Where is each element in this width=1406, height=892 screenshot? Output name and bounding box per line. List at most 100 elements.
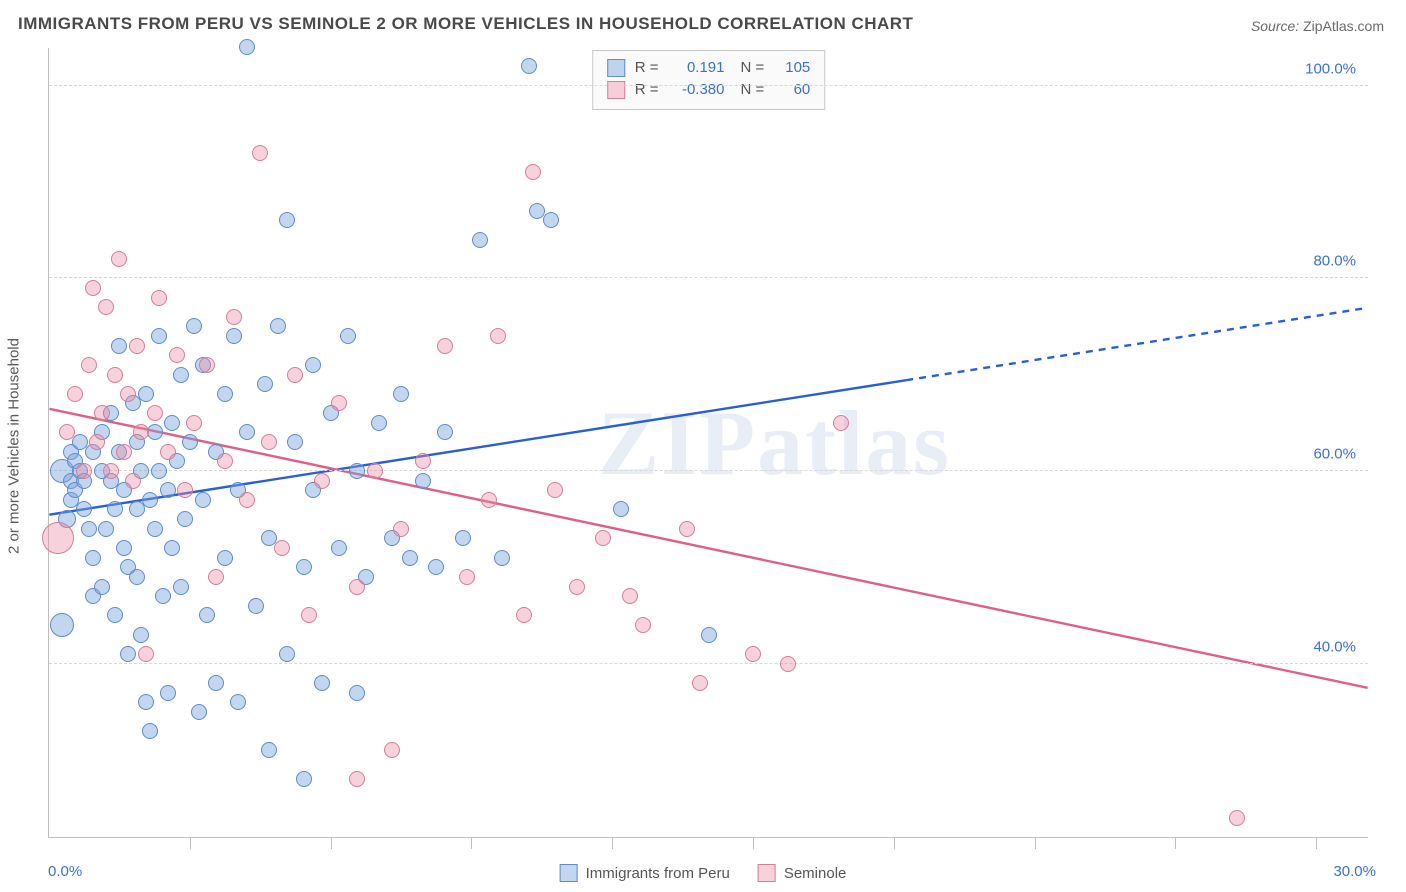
x-tick [612, 837, 613, 849]
scatter-point-peru [415, 473, 431, 489]
scatter-point-peru [296, 771, 312, 787]
scatter-point-seminole [120, 386, 136, 402]
scatter-point-peru [107, 607, 123, 623]
scatter-point-seminole [745, 646, 761, 662]
scatter-point-peru [98, 521, 114, 537]
scatter-point-peru [138, 386, 154, 402]
trend-lines-layer [49, 48, 1368, 837]
scatter-point-peru [226, 328, 242, 344]
legend-label-seminole: Seminole [784, 865, 847, 882]
source-label: Source: [1251, 18, 1299, 34]
scatter-point-peru [349, 685, 365, 701]
scatter-point-peru [120, 646, 136, 662]
scatter-point-peru [142, 492, 158, 508]
x-tick [1035, 837, 1036, 849]
scatter-point-seminole [138, 646, 154, 662]
scatter-point-seminole [103, 463, 119, 479]
scatter-point-seminole [199, 357, 215, 373]
stats-legend-box: R =0.191N =105R =-0.380N =60 [592, 50, 826, 110]
y-tick-label: 100.0% [1303, 60, 1358, 77]
scatter-point-seminole [331, 395, 347, 411]
source-value: ZipAtlas.com [1303, 18, 1384, 34]
x-tick [1175, 837, 1176, 849]
scatter-point-peru [279, 646, 295, 662]
scatter-point-peru [521, 58, 537, 74]
stats-row-peru: R =0.191N =105 [607, 57, 811, 79]
scatter-point-peru [116, 540, 132, 556]
scatter-point-seminole [67, 386, 83, 402]
scatter-point-peru [296, 559, 312, 575]
scatter-point-seminole [490, 328, 506, 344]
scatter-point-seminole [147, 405, 163, 421]
x-tick [471, 837, 472, 849]
scatter-point-seminole [459, 569, 475, 585]
y-axis-title: 2 or more Vehicles in Household [6, 338, 23, 554]
scatter-point-seminole [169, 347, 185, 363]
scatter-point-seminole [349, 771, 365, 787]
scatter-point-peru [217, 386, 233, 402]
scatter-point-seminole [129, 338, 145, 354]
scatter-point-seminole [81, 357, 97, 373]
scatter-point-peru [428, 559, 444, 575]
scatter-point-peru [701, 627, 717, 643]
scatter-point-seminole [239, 492, 255, 508]
x-tick [894, 837, 895, 849]
scatter-point-seminole [692, 675, 708, 691]
plot-area: ZIPatlas R =0.191N =105R =-0.380N =60 40… [48, 48, 1368, 838]
scatter-point-seminole [217, 453, 233, 469]
stats-r-label: R = [635, 79, 659, 101]
scatter-point-peru [402, 550, 418, 566]
scatter-point-seminole [42, 522, 74, 554]
scatter-point-peru [261, 742, 277, 758]
scatter-point-seminole [547, 482, 563, 498]
scatter-point-seminole [384, 742, 400, 758]
scatter-point-peru [239, 39, 255, 55]
scatter-point-seminole [415, 453, 431, 469]
scatter-point-peru [151, 463, 167, 479]
scatter-point-peru [239, 424, 255, 440]
scatter-point-peru [85, 550, 101, 566]
stats-n-label: N = [741, 79, 765, 101]
scatter-point-peru [199, 607, 215, 623]
stats-row-seminole: R =-0.380N =60 [607, 79, 811, 101]
legend-item-seminole: Seminole [758, 864, 847, 882]
scatter-point-peru [314, 675, 330, 691]
scatter-point-seminole [780, 656, 796, 672]
scatter-point-seminole [301, 607, 317, 623]
scatter-point-seminole [133, 424, 149, 440]
scatter-point-peru [142, 723, 158, 739]
scatter-point-seminole [516, 607, 532, 623]
scatter-point-peru [305, 357, 321, 373]
scatter-point-seminole [160, 444, 176, 460]
scatter-point-seminole [481, 492, 497, 508]
legend-swatch-seminole [758, 864, 776, 882]
scatter-point-seminole [89, 434, 105, 450]
stats-n-label: N = [741, 57, 765, 79]
scatter-point-peru [151, 328, 167, 344]
scatter-point-peru [164, 540, 180, 556]
y-tick-label: 40.0% [1311, 638, 1358, 655]
scatter-point-seminole [252, 145, 268, 161]
scatter-point-peru [195, 492, 211, 508]
x-tick [1316, 837, 1317, 849]
scatter-point-seminole [274, 540, 290, 556]
stats-r-value: 0.191 [669, 57, 725, 79]
scatter-point-seminole [314, 473, 330, 489]
scatter-point-seminole [525, 164, 541, 180]
scatter-point-seminole [125, 473, 141, 489]
scatter-point-seminole [177, 482, 193, 498]
scatter-point-peru [371, 415, 387, 431]
scatter-point-peru [177, 511, 193, 527]
scatter-point-seminole [679, 521, 695, 537]
scatter-point-seminole [833, 415, 849, 431]
scatter-point-peru [147, 521, 163, 537]
scatter-point-seminole [635, 617, 651, 633]
scatter-point-seminole [151, 290, 167, 306]
scatter-point-peru [472, 232, 488, 248]
watermark: ZIPatlas [598, 390, 951, 496]
trendline-seminole [49, 409, 1367, 688]
scatter-point-seminole [186, 415, 202, 431]
legend-label-peru: Immigrants from Peru [586, 865, 730, 882]
scatter-point-seminole [226, 309, 242, 325]
x-tick [190, 837, 191, 849]
